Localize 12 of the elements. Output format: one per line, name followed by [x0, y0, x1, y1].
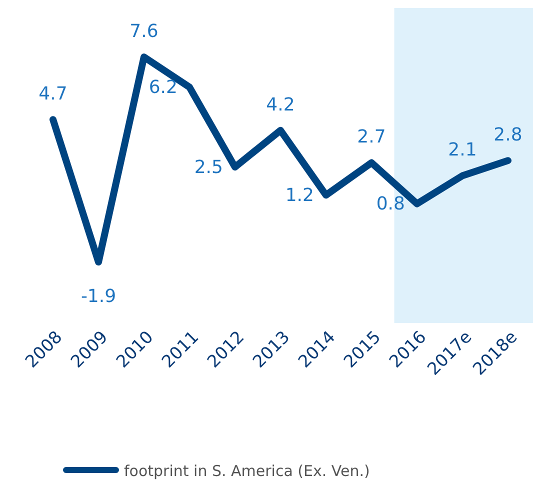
data-label: 4.7 — [38, 84, 68, 105]
data-label: 0.8 — [376, 194, 405, 215]
data-label: 2.7 — [357, 126, 386, 148]
data-label: 7.6 — [130, 21, 158, 42]
data-label: 2.1 — [448, 140, 477, 161]
data-label: 2.5 — [194, 157, 223, 178]
data-label: 6.2 — [148, 77, 178, 98]
data-label: 2.8 — [494, 124, 522, 146]
data-label: 4.2 — [266, 94, 295, 116]
data-label: -1.9 — [80, 286, 116, 307]
legend-label: footprint in S. America (Ex. Ven.) — [124, 462, 370, 480]
data-label: 1.2 — [285, 185, 314, 206]
